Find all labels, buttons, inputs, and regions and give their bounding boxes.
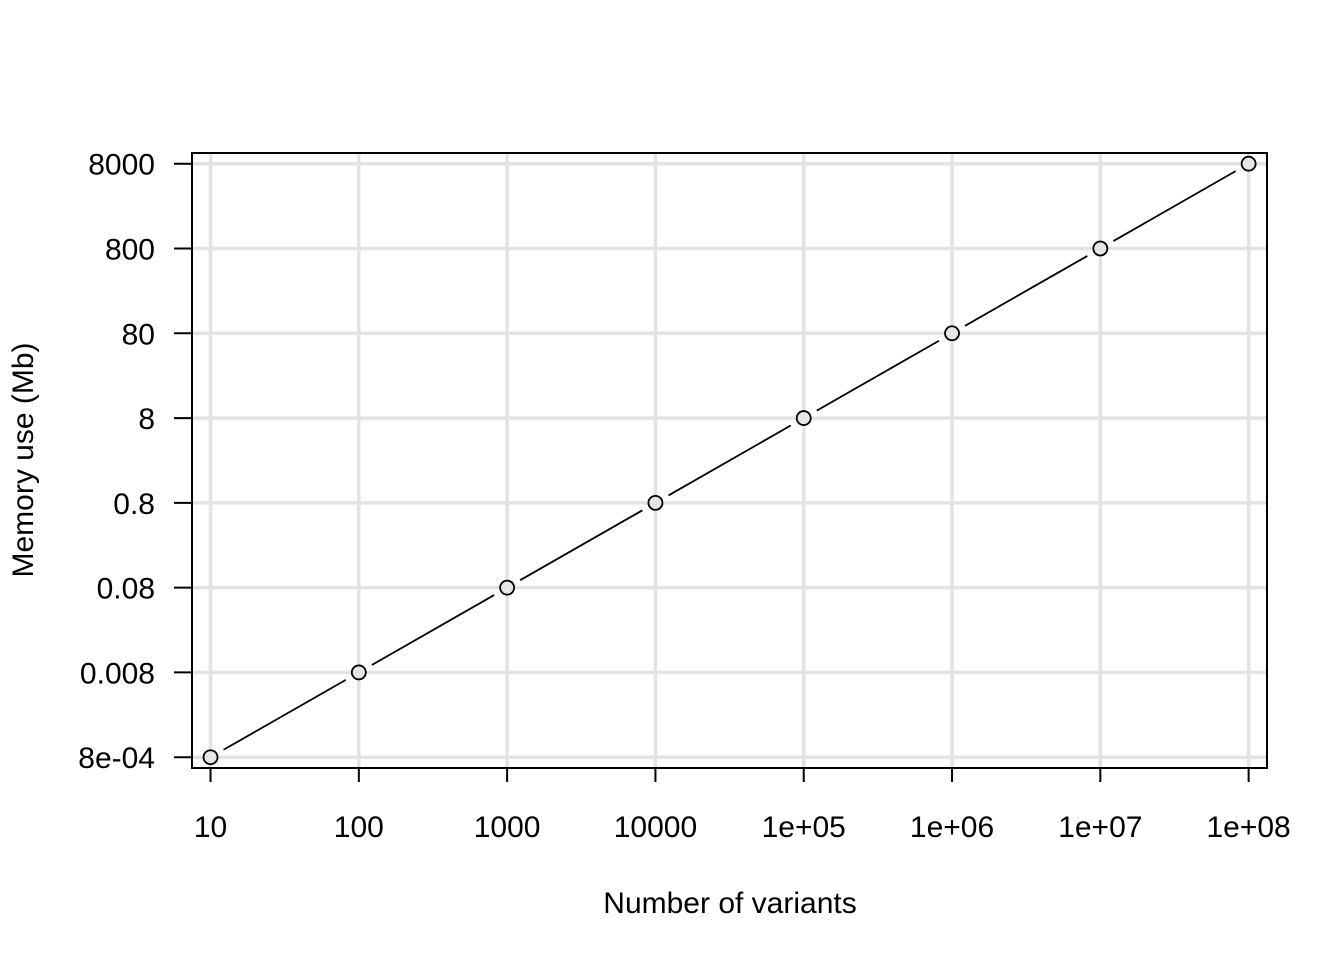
x-tick-label-0: 10 <box>194 811 227 844</box>
series-segment-2 <box>520 510 642 580</box>
series-segment-3 <box>668 426 790 496</box>
y-axis-title: Memory use (Mb) <box>7 342 40 577</box>
y-tick-label-0: 8e-04 <box>78 742 155 775</box>
data-point-7 <box>1242 157 1256 171</box>
series-segment-6 <box>1113 171 1235 241</box>
y-tick-label-5: 80 <box>122 318 155 351</box>
x-tick-label-6: 1e+07 <box>1058 811 1142 844</box>
y-tick-label-3: 0.8 <box>113 488 155 521</box>
data-point-1 <box>352 665 366 679</box>
x-tick-label-2: 1000 <box>474 811 541 844</box>
series-segment-4 <box>817 341 939 411</box>
series-segment-0 <box>224 680 346 750</box>
x-tick-label-7: 1e+08 <box>1206 811 1290 844</box>
series-segment-5 <box>965 256 1087 326</box>
data-point-4 <box>797 411 811 425</box>
x-tick-label-1: 100 <box>334 811 384 844</box>
data-point-6 <box>1093 241 1107 255</box>
x-tick-label-3: 10000 <box>614 811 697 844</box>
y-tick-label-6: 800 <box>105 233 155 266</box>
y-tick-label-1: 0.008 <box>80 657 155 690</box>
y-tick-label-4: 8 <box>138 403 155 436</box>
x-axis-title: Number of variants <box>603 887 856 920</box>
x-tick-label-4: 1e+05 <box>762 811 846 844</box>
data-point-5 <box>945 326 959 340</box>
y-axis: 8e-04 0.008 0.08 0.8 8 80 800 8000 <box>78 149 192 776</box>
y-tick-label-2: 0.08 <box>97 573 155 606</box>
y-tick-label-7: 8000 <box>88 149 155 182</box>
x-tick-label-5: 1e+06 <box>910 811 994 844</box>
data-point-3 <box>648 496 662 510</box>
data-point-2 <box>500 581 514 595</box>
series-segment-1 <box>372 595 494 665</box>
data-point-0 <box>204 750 218 764</box>
x-axis: 10 100 1000 10000 1e+05 1e+06 1e+07 1e+08 <box>194 768 1291 844</box>
